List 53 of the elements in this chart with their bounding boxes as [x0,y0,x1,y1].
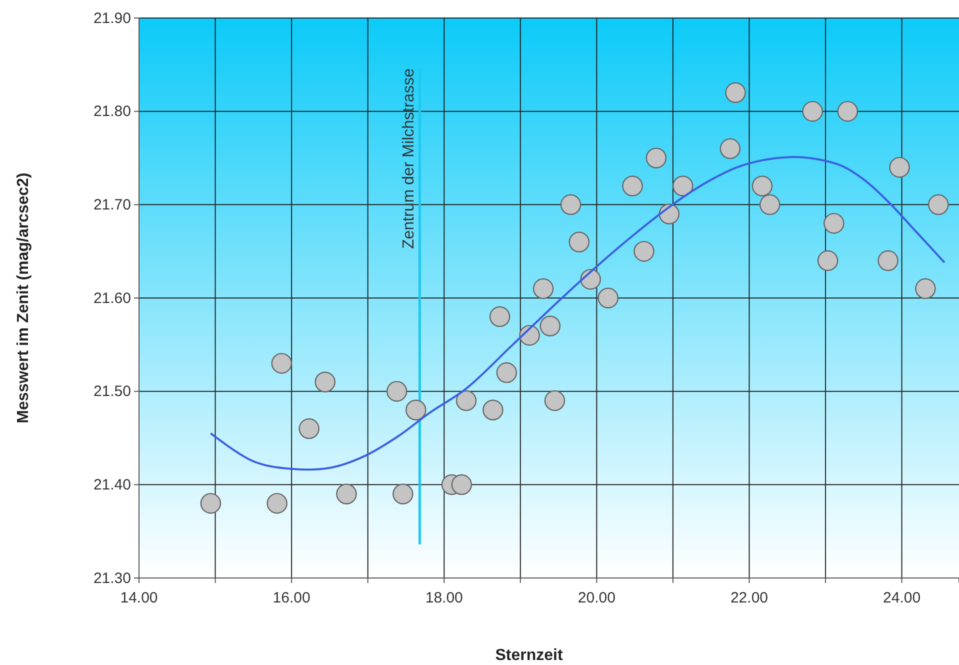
point [496,362,518,384]
point [720,138,741,160]
line-series [210,156,946,471]
x-axis-title: Sternzeit [495,647,564,664]
x-tick-label: 24.00 [883,590,921,606]
point [634,240,654,262]
point [392,484,414,504]
point [456,390,477,412]
point [336,484,357,504]
point [560,194,582,216]
x-tick-label: 16.00 [272,590,310,606]
point [622,176,643,196]
point [406,400,426,420]
point [725,82,746,104]
point [451,474,472,496]
y-tick-label: 21.90 [93,10,131,27]
point [915,278,936,300]
point [482,400,504,420]
point [386,380,408,402]
y-tick-label: 21.80 [93,103,131,120]
point [271,352,292,374]
point [928,194,949,216]
point [878,250,898,272]
y-tick-label: 21.60 [93,290,131,307]
point [752,176,773,196]
point [889,156,910,178]
point [817,250,838,272]
point [824,212,844,234]
point [672,176,694,196]
point [298,418,320,440]
x-tick-label: 22.00 [730,590,768,606]
point [759,194,780,216]
x-tick-label: 14.00 [120,590,158,606]
point [489,306,510,328]
x-tick-label: 18.00 [425,590,463,606]
y-tick-label: 21.30 [93,570,131,587]
point [532,278,554,300]
point [266,492,288,514]
point [314,372,336,392]
y-tick-label: 21.50 [93,383,131,400]
point [837,100,858,122]
y-axis-title: Messwert im Zenit (mag/arcsec2) [15,172,32,424]
y-tick-label: 21.40 [93,476,131,494]
point [598,288,618,308]
ref-line-label: Zentrum der Milchstrasse [400,68,418,249]
y-tick-label: 21.70 [93,196,131,214]
x-tick-label: 20.00 [578,590,616,606]
point [802,100,823,122]
point [544,390,566,412]
point [540,316,561,336]
point [646,148,667,168]
point [200,492,222,514]
point [568,232,590,252]
